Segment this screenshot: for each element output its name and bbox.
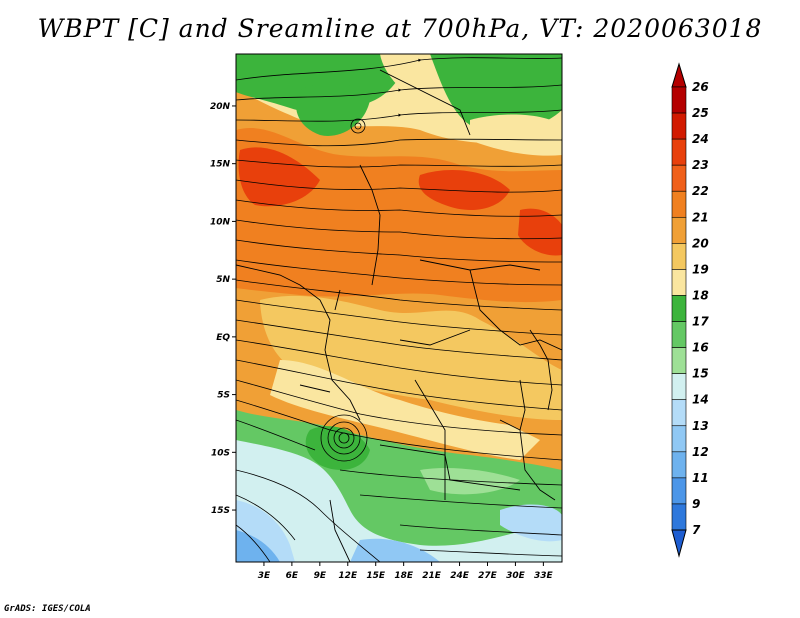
lon-tick-label: 33E (534, 571, 554, 581)
grads-credit: GrADS: IGES/COLA (4, 604, 91, 614)
colorbar-label: 20 (692, 236, 709, 250)
colorbar-label: 12 (692, 445, 709, 459)
lon-tick-label: 21E (422, 571, 442, 581)
colorbar-swatch (671, 373, 687, 401)
colorbar-swatch (671, 399, 687, 427)
longitude-axis: 3E 6E 9E 12E 15E 18E 21E 24E 27E 30E 33E (258, 562, 554, 581)
colorbar-label: 15 (692, 367, 709, 381)
lon-tick-label: 24E (450, 571, 470, 581)
colorbar-swatch (671, 425, 687, 453)
lat-tick-label: 5N (216, 275, 230, 285)
map-figure: 20N 15N 10N 5N EQ 5S 10S 15S 3E 6E 9E 12E 15E 18E 21E… (210, 53, 709, 581)
colorbar-label: 13 (692, 419, 709, 433)
vortex-south (320, 414, 368, 462)
colorbar-swatch (671, 138, 687, 166)
colorbar: 26 25 24 23 22 21 20 19 18 17 16 15 14 13 12 11 9 7 (671, 62, 709, 558)
latitude-axis: 20N 15N 10N 5N EQ 5S 10S 15S (210, 102, 236, 516)
colorbar-swatch (671, 243, 687, 270)
colorbar-swatch (671, 164, 687, 192)
colorbar-swatch (671, 321, 687, 348)
map-frame (235, 53, 563, 563)
colorbar-swatch (671, 347, 687, 374)
colorbar-label: 11 (692, 471, 709, 485)
vortex-north (350, 118, 366, 134)
colorbar-label: 26 (692, 80, 709, 94)
colorbar-swatch (671, 451, 687, 479)
colorbar-swatch (671, 269, 687, 296)
lon-tick-label: 12E (338, 571, 358, 581)
colorbar-label: 23 (692, 158, 709, 172)
lat-tick-label: 5S (217, 391, 230, 401)
lat-tick-label: EQ (216, 333, 230, 343)
lat-tick-label: 20N (210, 102, 231, 112)
colorbar-label: 21 (692, 210, 709, 224)
map-title: WBPT [C] and Sreamline at 700hPa, VT: 20… (37, 14, 763, 43)
lon-tick-label: 6E (286, 571, 299, 581)
lon-tick-label: 18E (394, 571, 414, 581)
colorbar-label: 17 (692, 315, 709, 329)
lat-tick-label: 15N (210, 160, 231, 170)
colorbar-top-arrow (671, 62, 687, 88)
colorbar-bottom-arrow (671, 529, 687, 558)
colorbar-label: 16 (692, 341, 709, 355)
colorbar-label: 9 (692, 497, 700, 511)
lon-tick-label: 3E (258, 571, 271, 581)
colorbar-swatch (671, 503, 687, 531)
colorbar-label: 25 (692, 106, 709, 120)
colorbar-label: 24 (692, 132, 709, 146)
colorbar-swatch (671, 477, 687, 505)
lat-tick-label: 15S (211, 506, 230, 516)
lat-tick-label: 10S (211, 448, 230, 458)
colorbar-swatch (671, 112, 687, 140)
lon-tick-label: 30E (506, 571, 526, 581)
colorbar-label: 19 (692, 262, 709, 276)
colorbar-swatch (671, 216, 687, 244)
streamlines (236, 57, 562, 562)
lon-tick-label: 9E (314, 571, 327, 581)
lon-tick-label: 15E (366, 571, 386, 581)
colorbar-label: 14 (692, 393, 709, 407)
colorbar-swatch (671, 295, 687, 322)
colorbar-swatch (671, 190, 687, 218)
colorbar-swatch (671, 86, 687, 114)
colorbar-label: 7 (692, 523, 701, 537)
colorbar-label: 22 (692, 184, 709, 198)
country-borders (236, 69, 562, 562)
lon-tick-label: 27E (478, 571, 498, 581)
lat-tick-label: 10N (210, 217, 231, 227)
colorbar-label: 18 (692, 288, 709, 302)
